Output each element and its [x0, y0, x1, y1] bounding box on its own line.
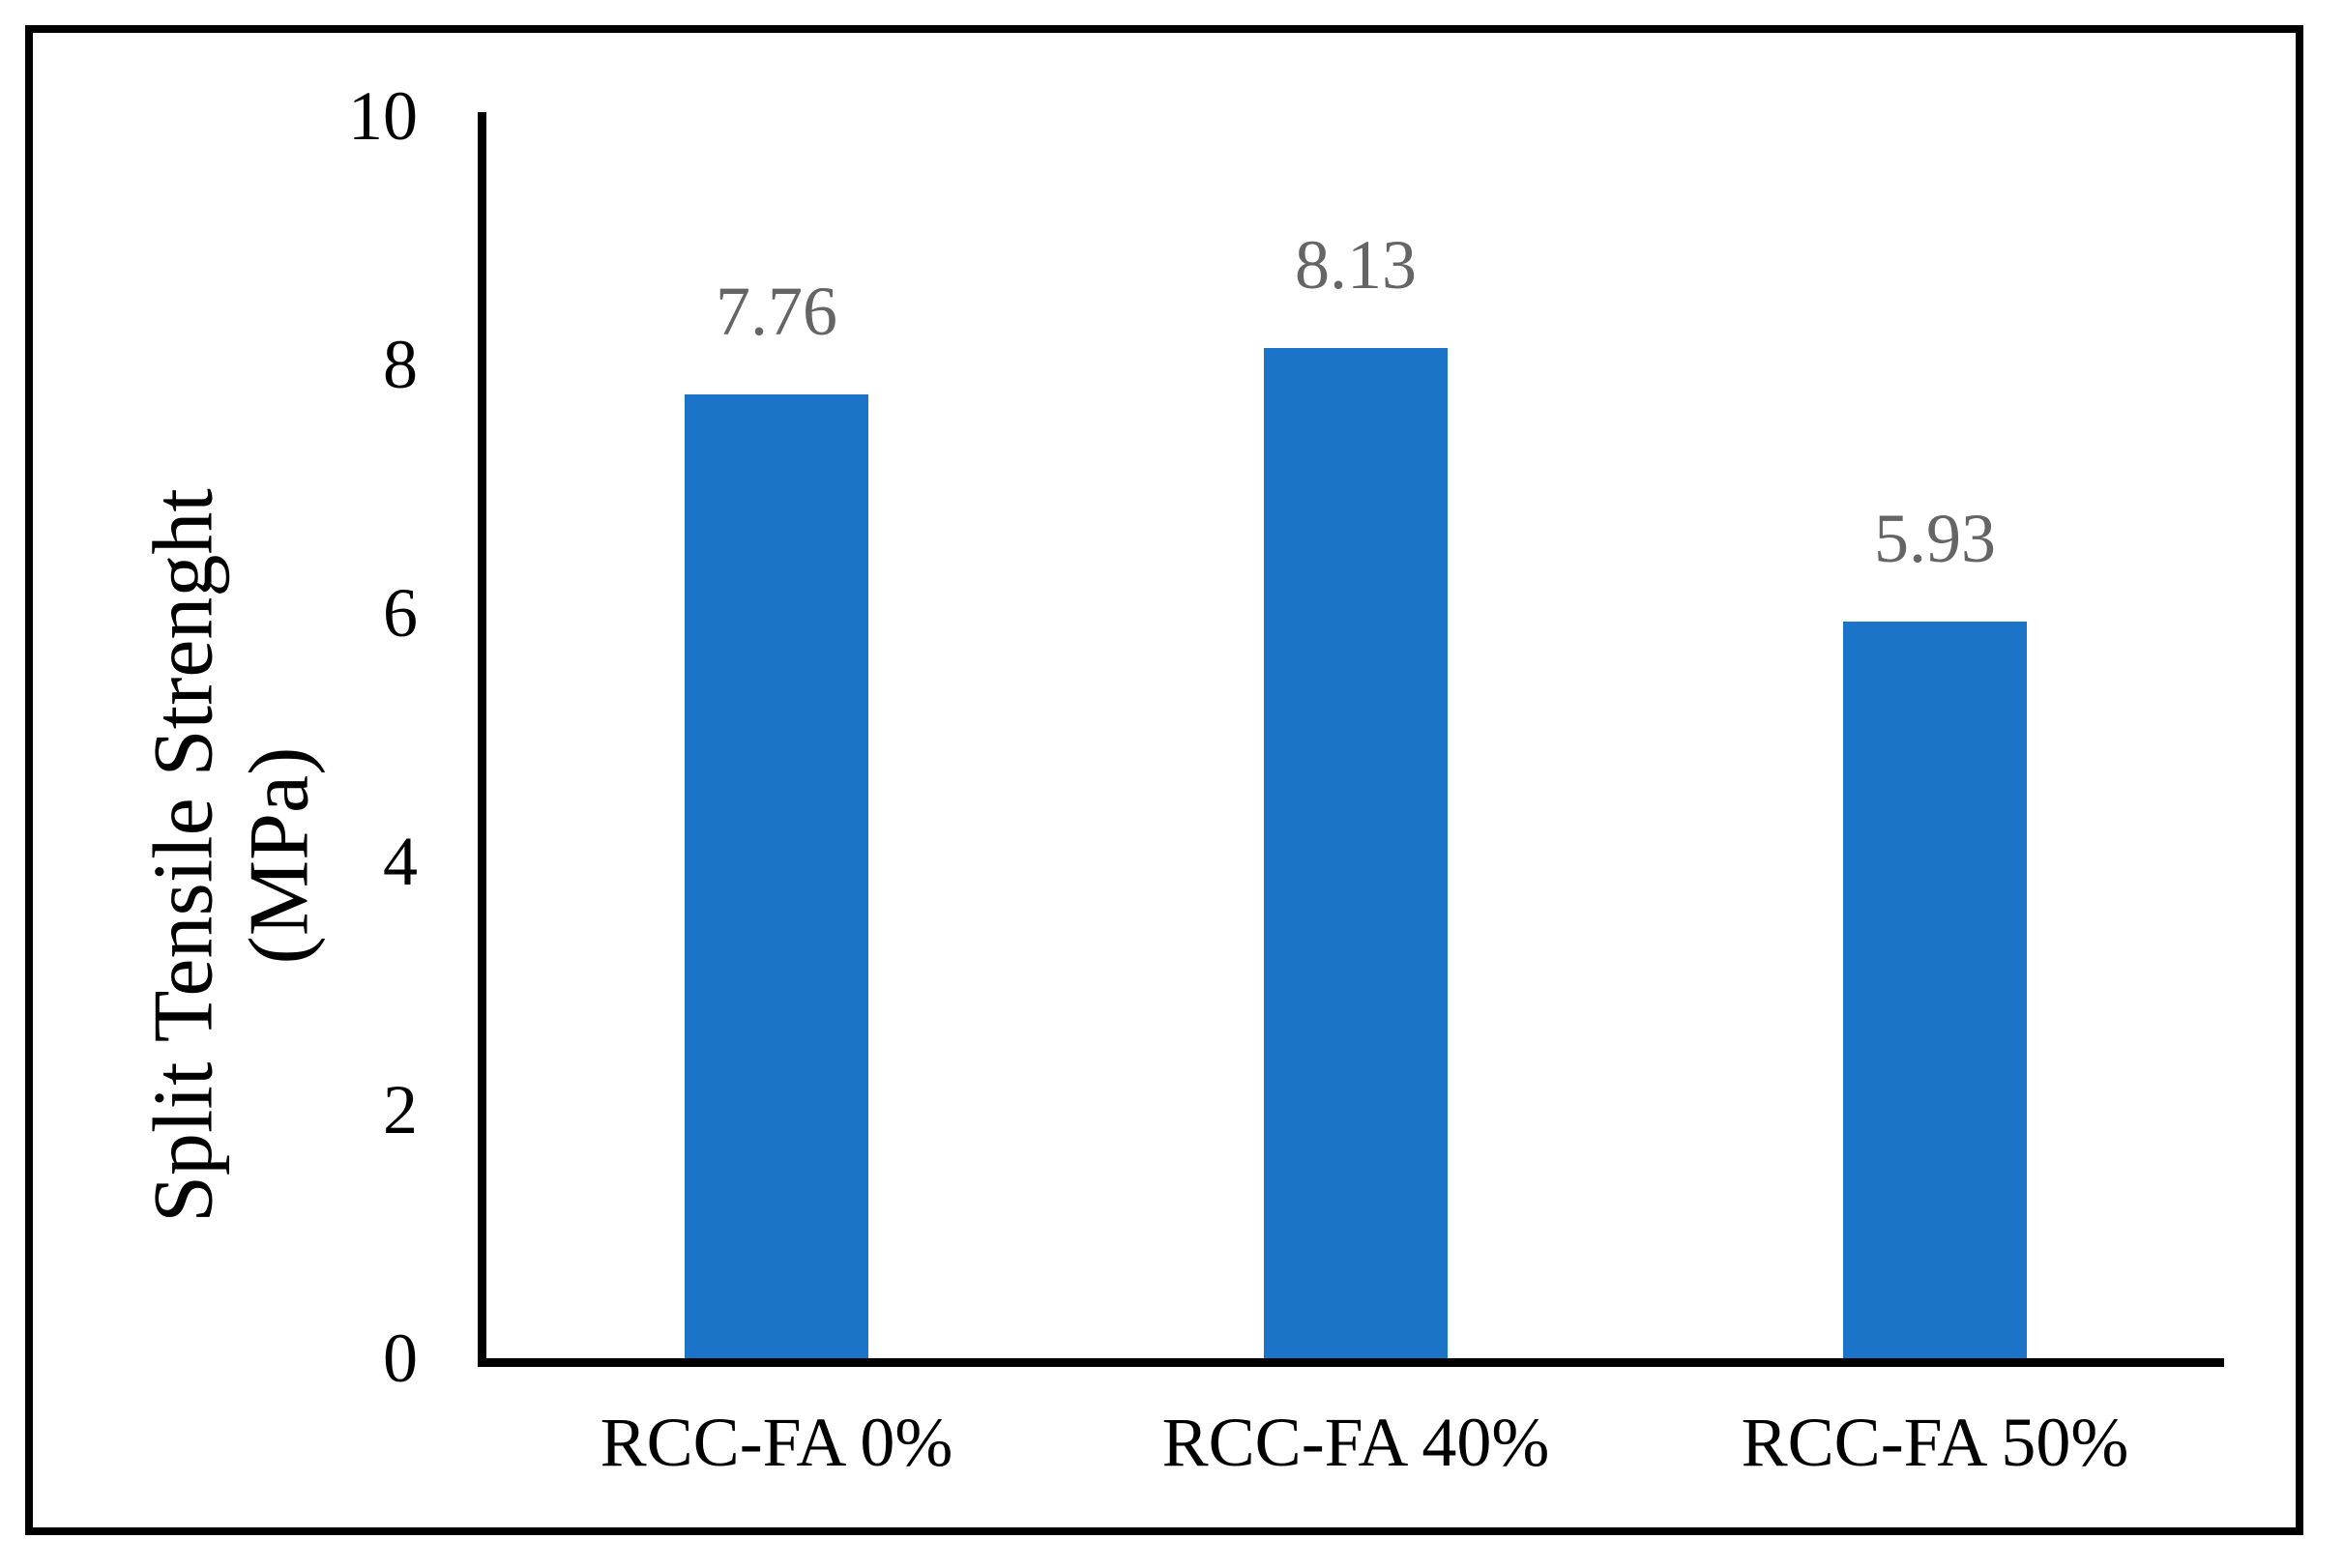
bar-value-label: 5.93: [1874, 500, 1996, 577]
y-tick-label: 0: [383, 1320, 418, 1397]
bar: [1843, 622, 2027, 1358]
y-tick-label: 8: [383, 326, 418, 403]
x-category-label: RCC-FA 50%: [1741, 1404, 2129, 1481]
chart-frame-border: [25, 25, 2303, 1535]
x-category-label: RCC-FA 40%: [1161, 1404, 1550, 1481]
bar-value-label: 8.13: [1295, 226, 1417, 304]
y-tick-label: 10: [348, 77, 418, 155]
plot-area: 7.76 8.13 5.93: [478, 112, 2224, 1367]
x-category-label: RCC-FA 0%: [600, 1404, 953, 1481]
x-axis-line: [478, 1358, 2224, 1367]
bar: [685, 394, 868, 1358]
y-tick-label: 4: [383, 823, 418, 900]
y-axis-line: [478, 112, 486, 1363]
y-tick-label: 6: [383, 574, 418, 652]
bar-value-label: 7.76: [716, 273, 837, 350]
y-tick-label: 2: [383, 1071, 418, 1148]
bar: [1264, 348, 1448, 1358]
